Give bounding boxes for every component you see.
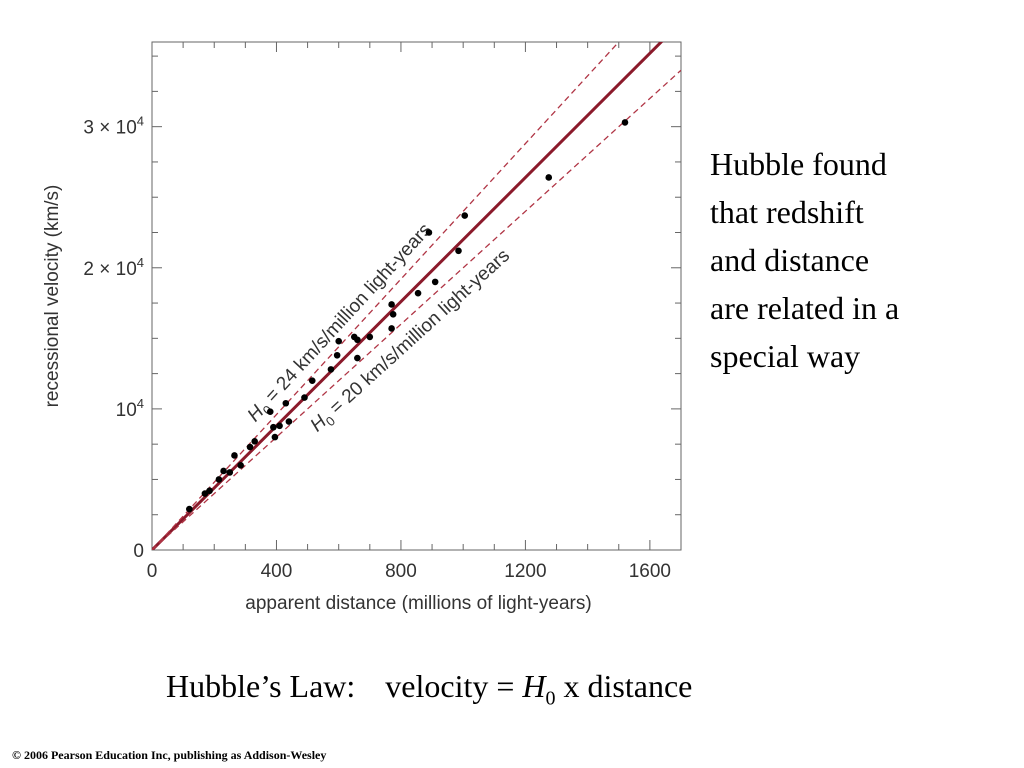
x-tick-label: 1600 (629, 561, 671, 582)
data-point (301, 394, 308, 401)
data-point (414, 289, 422, 297)
data-point (335, 337, 343, 345)
data-point (308, 377, 316, 384)
bound-line (152, 42, 620, 550)
y-tick-label: 0 (133, 541, 144, 562)
side-text: Hubble found that redshift and distance … (710, 140, 1010, 380)
best-fit-line (152, 42, 664, 550)
y-tick-mantissa: 3 × 10 (83, 118, 136, 139)
data-point (251, 438, 258, 445)
y-axis-label: recessional velocity (km/s) (42, 185, 63, 408)
data-point (271, 433, 279, 441)
data-point (237, 462, 244, 469)
data-point (388, 325, 395, 332)
law-label: Hubble’s Law: (166, 668, 356, 704)
line-label-text: = 24 km/s/million light-years (258, 219, 436, 410)
side-text-line: that redshift (710, 194, 864, 230)
data-point (389, 311, 397, 318)
side-text-line: special way (710, 338, 861, 374)
data-point (621, 119, 629, 126)
data-point (270, 423, 277, 431)
y-tick-exponent: 4 (137, 114, 144, 129)
y-tick-label: 3 × 104 (83, 114, 144, 139)
data-point (266, 408, 274, 416)
law-lhs: velocity = (385, 668, 515, 704)
data-point (461, 212, 469, 219)
data-point (206, 487, 213, 495)
data-point (431, 278, 439, 286)
x-axis-label: apparent distance (millions of light-yea… (245, 593, 591, 614)
data-point (354, 336, 361, 344)
data-point (327, 366, 335, 373)
hubble-law-formula: Hubble’s Law: velocity = H0 x distance (166, 668, 692, 710)
data-point (425, 229, 433, 236)
data-point (226, 469, 234, 476)
x-tick-label: 800 (385, 561, 417, 582)
law-rhs: x distance (563, 668, 693, 704)
y-tick-label: 104 (116, 396, 144, 421)
y-tick-mantissa: 2 × 10 (83, 259, 136, 280)
data-point (215, 476, 223, 483)
data-point (545, 174, 553, 181)
side-text-line: are related in a (710, 290, 900, 326)
plot-frame (151, 41, 682, 551)
side-text-line: Hubble found (710, 146, 887, 182)
x-tick-label: 1200 (504, 561, 546, 582)
law-h-subscript: 0 (545, 687, 556, 710)
y-tick-exponent: 4 (137, 255, 144, 270)
data-point (276, 422, 283, 430)
data-point (333, 351, 341, 359)
data-point (388, 301, 395, 308)
data-point (220, 467, 227, 475)
y-tick-label: 2 × 104 (83, 255, 144, 280)
data-point (366, 333, 374, 341)
fit-lines (152, 42, 681, 550)
data-point (231, 452, 238, 459)
data-point (186, 505, 193, 513)
copyright-notice: © 2006 Pearson Education Inc, publishing… (12, 748, 327, 762)
data-point (285, 418, 293, 425)
x-tick-label: 400 (261, 561, 293, 582)
data-point (354, 354, 361, 362)
side-text-line: and distance (710, 242, 870, 278)
y-tick-mantissa: 10 (116, 400, 137, 421)
y-tick-mantissa: 0 (133, 541, 144, 562)
y-tick-exponent: 4 (137, 396, 144, 411)
x-tick-label: 0 (147, 561, 158, 582)
data-point (455, 247, 462, 255)
data-point (246, 443, 254, 451)
law-h-symbol: H (522, 668, 546, 704)
bound-line (152, 69, 681, 550)
data-point (282, 399, 290, 407)
